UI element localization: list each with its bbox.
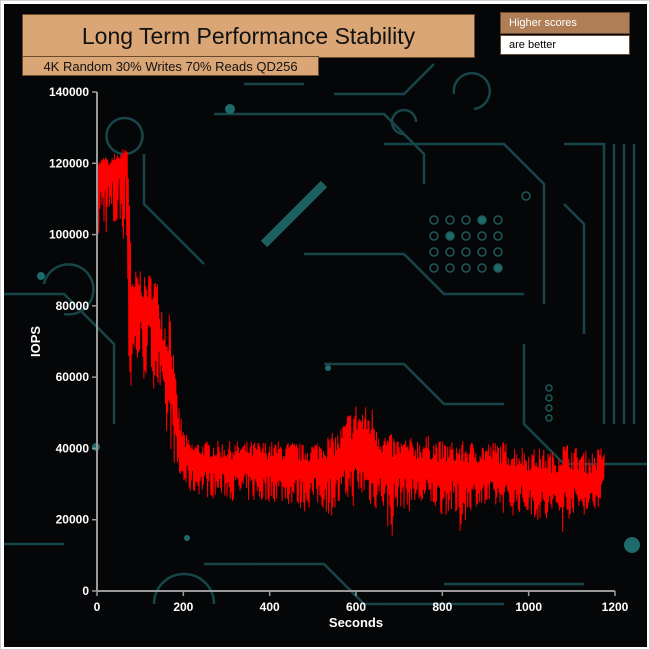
series-line-iops [96,149,605,536]
note-higher-scores: Higher scores [500,12,630,34]
circuit-board-background [4,63,647,606]
y-tick-label: 100000 [49,228,89,242]
chart-title: Long Term Performance Stability [22,14,475,58]
chart-subtitle: 4K Random 30% Writes 70% Reads QD256 [22,56,319,76]
x-tick-label: 800 [432,600,452,614]
x-tick-label: 400 [260,600,280,614]
y-tick-label: 60000 [56,370,90,384]
chart-panel: Long Term Performance Stability 4K Rando… [4,4,647,647]
series-layer [96,149,605,536]
y-axis-ticks: 0 20000 40000 60000 80000 100000 120000 140000 [49,85,97,598]
y-tick-label: 0 [82,584,89,598]
y-tick-label: 20000 [56,513,90,527]
x-tick-label: 1200 [602,600,629,614]
note-are-better: are better [500,35,630,55]
y-tick-label: 140000 [49,85,89,99]
y-axis-label: IOPS [28,326,43,357]
x-tick-label: 1000 [515,600,542,614]
x-axis-ticks: 0 200 400 600 800 1000 1200 [94,591,629,614]
x-tick-label: 200 [173,600,193,614]
y-tick-label: 80000 [56,299,90,313]
x-axis-label: Seconds [329,615,383,630]
x-tick-label: 600 [346,600,366,614]
x-tick-label: 0 [94,600,101,614]
y-tick-label: 120000 [49,156,89,170]
y-tick-label: 40000 [56,441,90,455]
plot-area: 020000400006000080000100000120000140000 … [28,85,629,630]
